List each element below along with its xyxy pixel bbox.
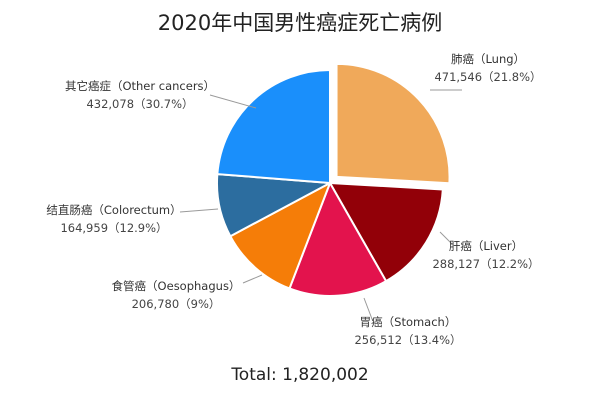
- slice-value-label: 164,959（12.9%）: [60, 221, 167, 235]
- total-label: Total: 1,820,002: [230, 365, 368, 385]
- pie-slice: [288, 180, 388, 297]
- leader-line: [209, 94, 257, 109]
- slice-value-label: 471,546（21.8%）: [434, 70, 541, 84]
- slice-name-label: 胃癌（Stomach）: [360, 315, 457, 329]
- pie-slice: [216, 68, 331, 185]
- slice-value-label: 256,512（13.4%）: [354, 333, 461, 347]
- slices-layer: [216, 62, 451, 297]
- pie-slice: [335, 62, 451, 185]
- slice-name-label: 肝癌（Liver）: [449, 239, 523, 253]
- leader-line: [363, 297, 373, 320]
- slice-value-label: 288,127（12.2%）: [432, 257, 539, 271]
- leader-line: [242, 274, 263, 284]
- pie-slice: [228, 180, 332, 290]
- slice-name-label: 肺癌（Lung）: [451, 52, 525, 66]
- slice-value-label: 432,078（30.7%）: [86, 97, 193, 111]
- leader-line: [439, 231, 453, 245]
- chart-title: 2020年中国男性癌症死亡病例: [158, 11, 442, 35]
- slice-name-label: 食管癌（Oesophagus）: [112, 279, 241, 293]
- slice-name-label: 其它癌症（Other cancers）: [65, 79, 215, 93]
- leader-line: [179, 208, 219, 213]
- slice-value-label: 206,780（9%）: [132, 297, 221, 311]
- pie-slice: [328, 181, 444, 283]
- slice-name-label: 结直肠癌（Colorectum）: [46, 203, 181, 217]
- leaders-layer: [179, 89, 462, 320]
- labels-layer: 肺癌（Lung） 471,546（21.8%） 肝癌（Liver） 288,127（1…: [46, 52, 541, 347]
